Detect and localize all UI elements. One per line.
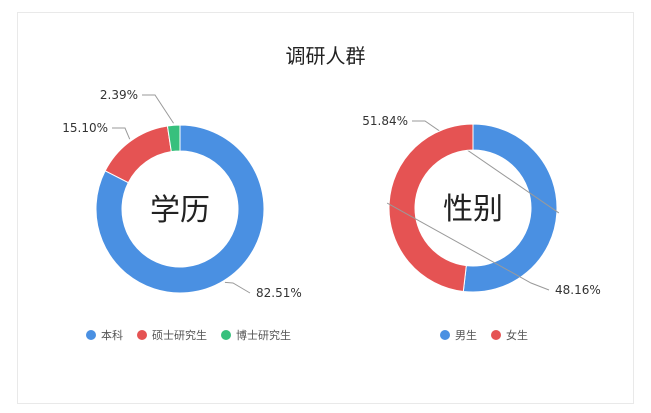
slice-0-1	[104, 125, 172, 184]
legend-gender: 男生 女生	[440, 327, 542, 343]
legend-label: 女生	[506, 329, 528, 342]
legend-dot-icon	[491, 330, 501, 340]
legend-dot-icon	[137, 330, 147, 340]
legend-item-0-2: 博士研究生	[221, 327, 291, 343]
center-label-1: 性别	[443, 192, 503, 227]
legend-label: 男生	[455, 329, 477, 342]
legend-label: 硕士研究生	[152, 329, 207, 342]
data-label-1-1: 48.16%	[555, 283, 601, 297]
leader-line-1-0	[412, 120, 560, 214]
slice-1-0	[462, 123, 558, 293]
legend-label: 博士研究生	[236, 329, 291, 342]
leader-line-1-1	[386, 202, 550, 291]
legend-dot-icon	[221, 330, 231, 340]
data-label-0-1: 15.10%	[62, 121, 108, 135]
figure-title: 调研人群	[285, 44, 366, 68]
legend-dot-icon	[86, 330, 96, 340]
data-label-1-0: 51.84%	[362, 114, 408, 128]
legend-education: 本科 硕士研究生 博士研究生	[86, 327, 305, 343]
legend-dot-icon	[440, 330, 450, 340]
leader-line-0-0	[224, 281, 251, 294]
leader-line-0-1	[112, 127, 131, 140]
leader-line-0-2	[142, 94, 174, 124]
legend-item-0-1: 硕士研究生	[137, 327, 207, 343]
slice-1-1	[388, 123, 474, 292]
slice-0-0	[95, 124, 265, 294]
legend-item-1-1: 女生	[491, 327, 528, 343]
legend-label: 本科	[101, 329, 123, 342]
data-label-0-2: 2.39%	[100, 88, 138, 102]
slice-0-2	[166, 124, 181, 153]
center-label-0: 学历	[150, 193, 210, 228]
data-label-0-0: 82.51%	[256, 286, 302, 300]
legend-item-1-0: 男生	[440, 327, 477, 343]
legend-item-0-0: 本科	[86, 327, 123, 343]
